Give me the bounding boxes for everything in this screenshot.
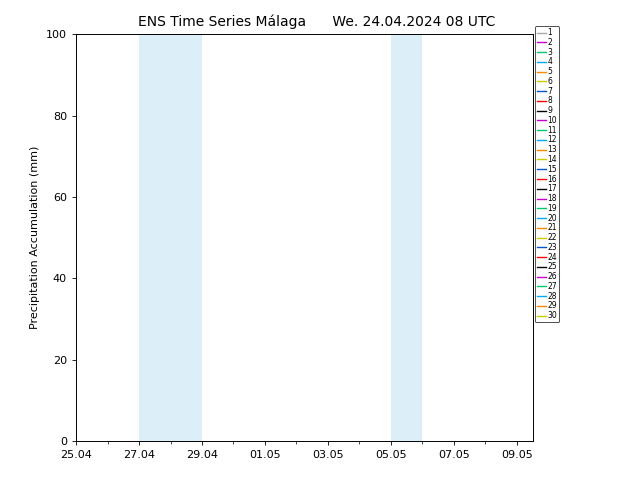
Y-axis label: Precipitation Accumulation (mm): Precipitation Accumulation (mm) [30,146,41,329]
Bar [391,34,422,441]
Legend: 1, 2, 3, 4, 5, 6, 7, 8, 9, 10, 11, 12, 13, 14, 15, 16, 17, 18, 19, 20, 21, 22, 2: 1, 2, 3, 4, 5, 6, 7, 8, 9, 10, 11, 12, 1… [535,26,559,322]
Text: ENS Time Series Málaga      We. 24.04.2024 08 UTC: ENS Time Series Málaga We. 24.04.2024 08… [138,15,496,29]
Bar [139,34,202,441]
